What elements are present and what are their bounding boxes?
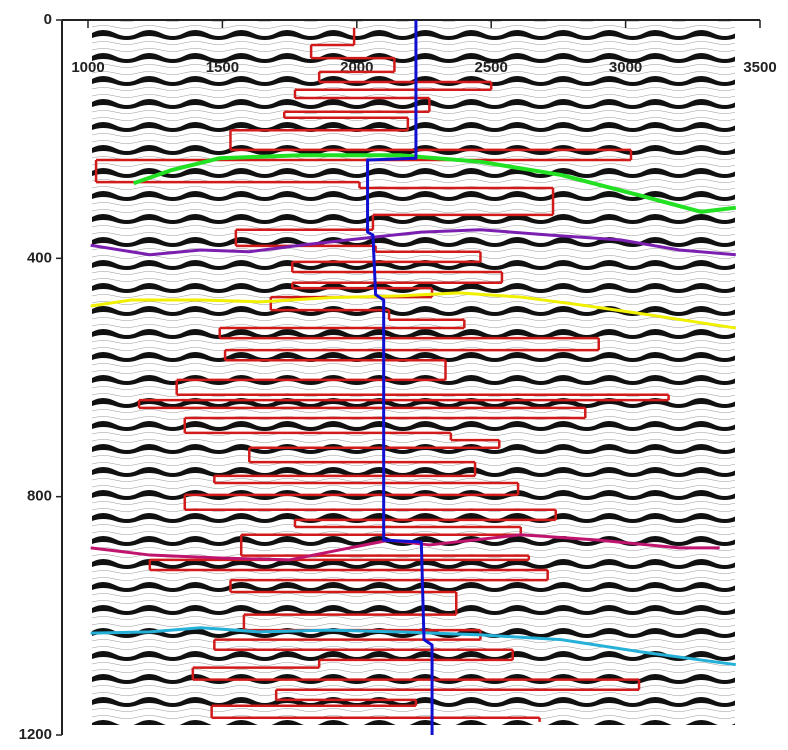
seismic-section xyxy=(92,20,735,725)
horizon xyxy=(133,153,737,214)
x-tick-label: 1000 xyxy=(71,59,104,76)
y-tick-label: 1200 xyxy=(19,726,52,743)
x-tick-label: 3500 xyxy=(743,59,776,76)
horizon xyxy=(90,228,736,257)
x-tick-label: 1500 xyxy=(206,59,239,76)
x-tick-label: 2500 xyxy=(475,59,508,76)
y-tick-label: 400 xyxy=(27,249,52,266)
well-path xyxy=(366,20,434,735)
horizon xyxy=(90,291,737,330)
x-tick-label: 2000 xyxy=(340,59,373,76)
horizon xyxy=(90,626,737,667)
y-tick-label: 0 xyxy=(44,11,52,28)
x-tick-label: 3000 xyxy=(609,59,642,76)
y-tick-label: 800 xyxy=(27,488,52,505)
